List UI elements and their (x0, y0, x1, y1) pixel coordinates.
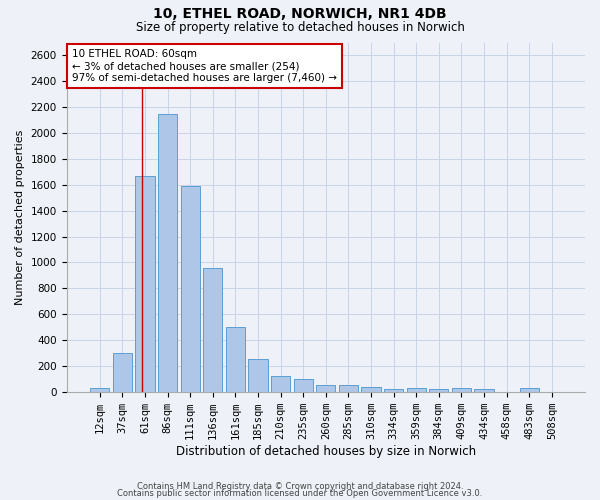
Bar (361, 386, 380, 392)
Bar (136, 176, 155, 392)
Bar (248, 360, 268, 392)
Bar (339, 386, 358, 392)
Text: Contains public sector information licensed under the Open Government Licence v3: Contains public sector information licen… (118, 489, 482, 498)
Text: 10, ETHEL ROAD, NORWICH, NR1 4DB: 10, ETHEL ROAD, NORWICH, NR1 4DB (153, 8, 447, 22)
Bar (181, 186, 200, 392)
Bar (475, 389, 494, 392)
Bar (384, 389, 403, 392)
Bar (158, 114, 177, 392)
Bar (113, 353, 132, 392)
Bar (203, 268, 223, 392)
Bar (90, 388, 109, 392)
Bar (293, 379, 313, 392)
Y-axis label: Number of detached properties: Number of detached properties (15, 130, 25, 305)
Bar (520, 388, 539, 392)
Bar (271, 376, 290, 392)
Text: Contains HM Land Registry data © Crown copyright and database right 2024.: Contains HM Land Registry data © Crown c… (137, 482, 463, 491)
Text: Size of property relative to detached houses in Norwich: Size of property relative to detached ho… (136, 21, 464, 34)
X-axis label: Distribution of detached houses by size in Norwich: Distribution of detached houses by size … (176, 444, 476, 458)
Bar (226, 327, 245, 392)
Text: 10 ETHEL ROAD: 60sqm
← 3% of detached houses are smaller (254)
97% of semi-detac: 10 ETHEL ROAD: 60sqm ← 3% of detached ho… (72, 50, 337, 82)
Bar (452, 388, 471, 392)
Bar (316, 386, 335, 392)
Bar (407, 388, 426, 392)
Bar (429, 389, 448, 392)
